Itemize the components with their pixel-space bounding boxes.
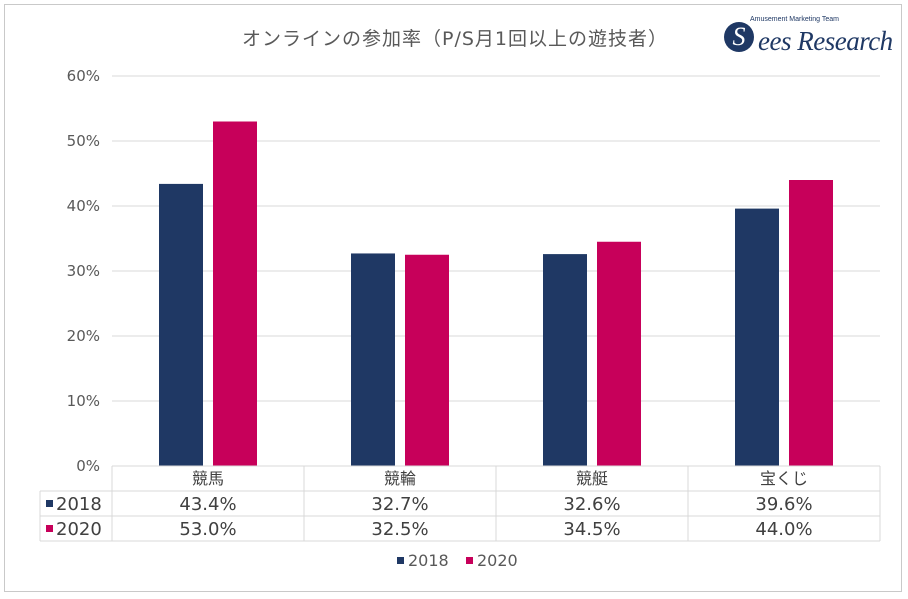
series-row-label: 2018 bbox=[56, 494, 102, 515]
series-row-label: 2020 bbox=[56, 519, 102, 540]
data-cell: 32.7% bbox=[371, 494, 428, 515]
chart-title: オンラインの参加率（P/S月1回以上の遊技者） bbox=[241, 28, 668, 50]
data-cell: 53.0% bbox=[179, 519, 236, 540]
y-tick-label: 10% bbox=[67, 392, 100, 410]
sees-research-logo: Amusement Marketing Team S ees Research bbox=[720, 16, 893, 68]
category-label: 宝くじ bbox=[760, 469, 808, 488]
logo-initial: S bbox=[724, 22, 754, 52]
data-cell: 39.6% bbox=[755, 494, 812, 515]
y-tick-label: 30% bbox=[67, 262, 100, 280]
bar-2020-2 bbox=[405, 254, 449, 466]
y-tick-label: 60% bbox=[67, 67, 100, 85]
bar-2020-3 bbox=[597, 241, 641, 466]
bar-2018-3 bbox=[543, 254, 587, 466]
bar-2020-4 bbox=[789, 180, 833, 466]
y-tick-label: 50% bbox=[67, 132, 100, 150]
data-cell: 44.0% bbox=[755, 519, 812, 540]
bar-2018-4 bbox=[735, 208, 779, 466]
legend-swatch-2018 bbox=[397, 557, 404, 564]
data-cell: 32.6% bbox=[563, 494, 620, 515]
y-tick-label: 20% bbox=[67, 327, 100, 345]
data-cell: 32.5% bbox=[371, 519, 428, 540]
legend-label: 2018 bbox=[408, 551, 449, 570]
y-tick-label: 0% bbox=[76, 457, 100, 475]
logo-wordmark: ees Research bbox=[758, 26, 893, 56]
bar-2018-2 bbox=[351, 253, 395, 466]
bar-2020-1 bbox=[213, 121, 257, 466]
data-cell: 34.5% bbox=[563, 519, 620, 540]
category-label: 競輪 bbox=[384, 469, 416, 488]
data-cell: 43.4% bbox=[179, 494, 236, 515]
category-label: 競馬 bbox=[192, 469, 224, 488]
bar-2018-1 bbox=[159, 183, 203, 466]
logo-tagline: Amusement Marketing Team bbox=[750, 16, 839, 23]
y-tick-label: 40% bbox=[67, 197, 100, 215]
legend-label: 2020 bbox=[477, 551, 518, 570]
category-label: 競艇 bbox=[576, 469, 608, 488]
legend-key-2020 bbox=[46, 525, 53, 532]
legend-swatch-2020 bbox=[466, 557, 473, 564]
legend-key-2018 bbox=[46, 500, 53, 507]
